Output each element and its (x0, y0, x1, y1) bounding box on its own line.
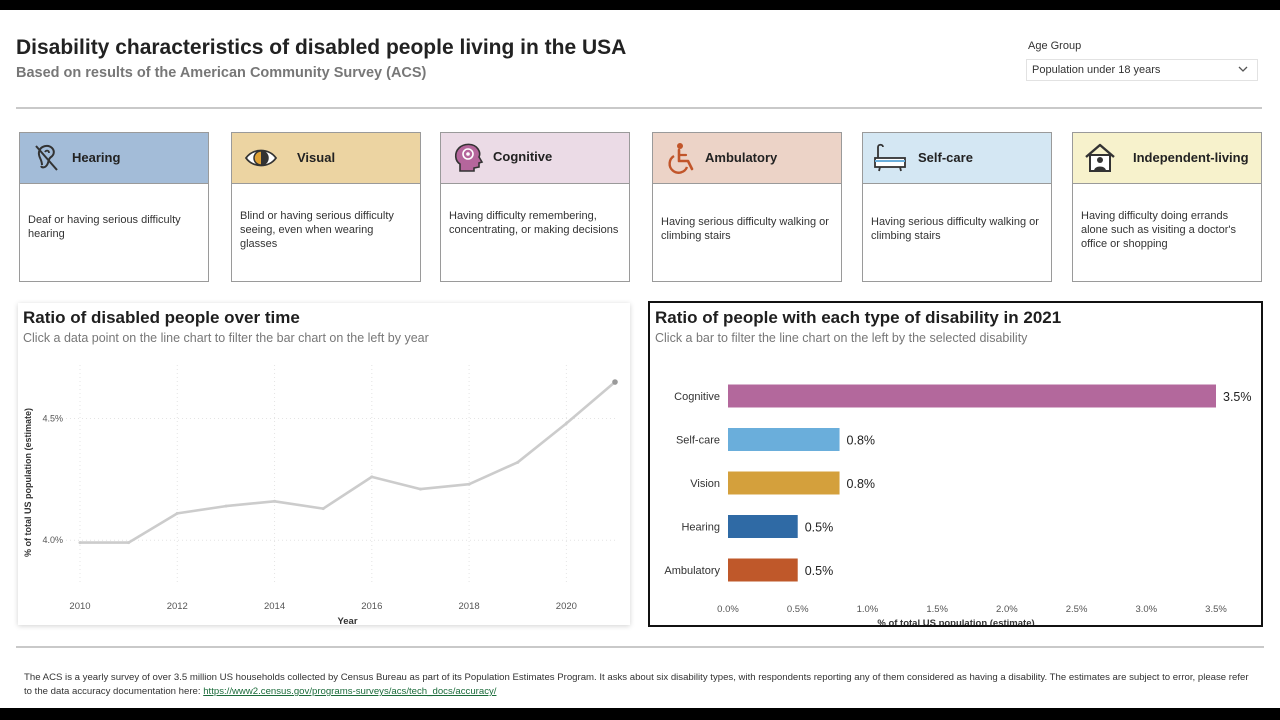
data-point (612, 379, 618, 385)
card-cognitive-description: Having difficulty remembering, concentra… (449, 210, 619, 236)
card-ambulatory-header: Ambulatory (653, 133, 841, 184)
line-chart-title: Ratio of disabled people over time (23, 308, 300, 327)
card-independent-living: Independent-living Having difficulty doi… (1072, 132, 1262, 282)
hearing-icon (35, 144, 58, 171)
card-ambulatory-title: Ambulatory (705, 150, 778, 165)
card-ambulatory-description: Having serious difficulty walking or cli… (661, 216, 829, 242)
card-self-care-header: Self-care (863, 133, 1051, 184)
card-visual-description: Blind or having serious difficulty seein… (240, 210, 394, 250)
footer-note: The ACS is a yearly survey of over 3.5 m… (24, 671, 1254, 699)
page-title: Disability characteristics of disabled p… (16, 36, 627, 59)
x-axis-title: Year (337, 616, 357, 625)
bar-category-label: Hearing (681, 522, 720, 534)
bar-chart-panel: Ratio of people with each type of disabi… (648, 301, 1263, 627)
bar-category-label: Self-care (676, 435, 720, 447)
x-tick-label: 0.5% (787, 604, 809, 615)
bar (728, 428, 840, 451)
chevron-down-icon (1238, 66, 1248, 72)
x-tick-label: 2020 (556, 601, 577, 612)
x-tick-label: 1.0% (857, 604, 879, 615)
bar (728, 558, 798, 582)
x-tick-label: 2016 (361, 601, 382, 612)
data-point (467, 482, 471, 486)
x-tick-label: 2010 (69, 601, 90, 612)
card-hearing-title: Hearing (72, 150, 121, 165)
y-axis-title: % of total US population (estimate) (23, 408, 33, 557)
data-point (78, 541, 82, 545)
x-axis-title: % of total US population (estimate) (877, 618, 1034, 625)
bathtub-icon (874, 143, 906, 172)
x-tick-label: 2018 (459, 601, 480, 612)
line-chart-subtitle: Click a data point on the line chart to … (23, 331, 429, 345)
card-hearing-description: Deaf or having serious difficulty hearin… (28, 214, 181, 240)
data-point (127, 541, 131, 545)
card-independent-living-description: Having difficulty doing errands alone su… (1081, 210, 1236, 250)
bar (728, 515, 798, 538)
dashboard: Disability characteristics of disabled p… (0, 10, 1280, 708)
bar-chart[interactable]: 0.0% 0.5% 1.0% 1.5% 2.0% 2.5% 3.0% 3.5% Cognitiv… (650, 303, 1261, 625)
age-group-selected-value: Population under 18 years (1032, 64, 1161, 76)
data-point (564, 421, 568, 425)
data-point (273, 499, 277, 503)
bar (728, 384, 1216, 408)
data-point (321, 507, 325, 511)
card-self-care: Self-care Having serious difficulty walk… (862, 132, 1052, 282)
eye-icon (244, 149, 278, 167)
card-self-care-title: Self-care (918, 150, 973, 165)
house-person-icon (1085, 143, 1115, 172)
card-hearing-header: Hearing (20, 133, 208, 184)
footer-text: The ACS is a yearly survey of over 3.5 m… (24, 672, 1249, 697)
accuracy-doc-link[interactable]: https://www2.census.gov/programs-surveys… (203, 686, 497, 697)
card-visual: Visual Blind or having serious difficult… (231, 132, 421, 282)
card-cognitive: Cognitive Having difficulty remembering,… (440, 132, 630, 282)
page-subtitle: Based on results of the American Communi… (16, 65, 427, 81)
footer-divider (16, 646, 1264, 648)
brain-head-icon (454, 143, 484, 172)
x-tick-label: 2.0% (996, 604, 1018, 615)
card-visual-title: Visual (297, 150, 336, 165)
y-tick-label: 4.0% (42, 535, 63, 545)
age-group-dropdown[interactable]: Population under 18 years (1026, 59, 1258, 81)
bar-value-label: 3.5% (1223, 390, 1252, 404)
x-tick-label: 2.5% (1066, 604, 1088, 615)
bar-category-label: Cognitive (674, 391, 720, 403)
wheelchair-icon (668, 143, 694, 174)
age-group-label: Age Group (1028, 40, 1082, 52)
line-series (80, 381, 616, 544)
line-chart-panel: Ratio of disabled people over time Click… (18, 303, 630, 625)
bar-category-label: Ambulatory (664, 565, 720, 577)
data-point (224, 504, 228, 508)
data-point (175, 511, 179, 515)
y-tick-label: 4.5% (42, 414, 63, 424)
x-tick-label: 2014 (264, 601, 285, 612)
bar-chart-title: Ratio of people with each type of disabi… (655, 308, 1062, 327)
card-hearing: Hearing Deaf or having serious difficult… (19, 132, 209, 282)
data-point (516, 460, 520, 464)
x-tick-label: 3.5% (1205, 604, 1227, 615)
card-cognitive-title: Cognitive (493, 149, 553, 164)
bar-chart-subtitle: Click a bar to filter the line chart on … (655, 331, 1028, 345)
data-point (370, 475, 374, 479)
card-ambulatory: Ambulatory Having serious difficulty wal… (652, 132, 842, 282)
bar-category-label: Vision (690, 478, 720, 490)
bar-value-label: 0.5% (805, 564, 834, 578)
bar (728, 471, 840, 495)
bar-value-label: 0.8% (847, 434, 876, 448)
card-independent-living-header: Independent-living (1073, 133, 1261, 184)
card-visual-header: Visual (232, 133, 420, 184)
header-divider (16, 107, 1262, 109)
x-tick-label: 0.0% (717, 604, 739, 615)
card-self-care-description: Having serious difficulty walking or cli… (871, 216, 1039, 242)
line-chart[interactable]: 2010 2012 2014 2016 2018 2020 4.0% 4.5% Year % of… (18, 303, 630, 625)
card-cognitive-header: Cognitive (441, 133, 629, 184)
data-point (418, 487, 422, 491)
x-tick-label: 2012 (167, 601, 188, 612)
bar-value-label: 0.5% (805, 521, 834, 535)
x-tick-label: 3.0% (1135, 604, 1157, 615)
bar-value-label: 0.8% (847, 477, 876, 491)
card-independent-living-title: Independent-living (1133, 150, 1249, 165)
x-tick-label: 1.5% (926, 604, 948, 615)
